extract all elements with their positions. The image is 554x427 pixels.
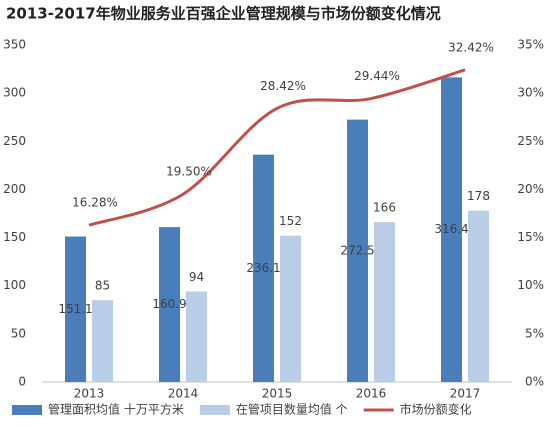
data-label: 166	[373, 201, 396, 215]
y2-tick-label: 30%	[517, 86, 544, 100]
x-tick-label: 2015	[262, 387, 293, 401]
y2-tick-label: 15%	[517, 230, 544, 244]
bar	[468, 210, 489, 382]
data-label: 152	[279, 214, 302, 228]
bar	[186, 291, 207, 382]
y-tick-label: 250	[3, 134, 26, 148]
data-label: 85	[95, 279, 110, 293]
y2-tick-label: 10%	[517, 278, 544, 292]
y2-tick-label: 25%	[517, 134, 544, 148]
bar	[441, 77, 462, 383]
y2-tick-label: 20%	[517, 182, 544, 196]
legend-label: 管理面积均值 十万平方米	[48, 402, 184, 417]
data-label: 16.28%	[72, 196, 118, 210]
data-label: 272.5	[340, 243, 374, 257]
y2-tick-label: 35%	[517, 38, 544, 52]
legend-swatch	[199, 405, 230, 415]
data-label: 316.4	[434, 222, 468, 236]
bar	[65, 236, 86, 382]
y-tick-label: 150	[3, 230, 26, 244]
y-tick-label: 50	[11, 326, 26, 340]
x-tick-label: 2017	[450, 387, 481, 401]
data-label: 236.1	[246, 261, 280, 275]
bar	[253, 154, 274, 382]
y-tick-label: 0	[18, 375, 26, 389]
bar	[92, 300, 113, 382]
legend-label: 市场份额变化	[400, 402, 472, 417]
bar	[280, 235, 301, 382]
data-label: 151.1	[58, 302, 92, 316]
y-tick-label: 200	[3, 182, 26, 196]
x-tick-label: 2016	[356, 387, 387, 401]
data-label: 29.44%	[354, 69, 400, 83]
x-tick-label: 2014	[168, 387, 199, 401]
x-tick-label: 2013	[74, 387, 105, 401]
legend-swatch	[12, 405, 42, 415]
y-tick-label: 100	[3, 278, 26, 292]
data-label: 94	[189, 270, 204, 284]
bar	[374, 222, 395, 382]
line	[88, 68, 466, 227]
y2-tick-label: 0%	[525, 375, 544, 389]
data-label: 28.42%	[260, 79, 306, 93]
data-label: 178	[467, 189, 490, 203]
y-tick-label: 300	[3, 86, 26, 100]
data-label: 160.9	[152, 297, 186, 311]
bar	[347, 119, 368, 382]
bar	[159, 227, 180, 382]
data-label: 32.42%	[448, 40, 494, 54]
legend-label: 在管项目数量均值 个	[236, 402, 348, 417]
data-label: 19.50%	[166, 165, 212, 179]
chart-title: 2013-2017年物业服务业百强企业管理规模与市场份额变化情况	[6, 5, 441, 23]
y2-tick-label: 5%	[525, 326, 544, 340]
y-tick-label: 350	[3, 38, 26, 52]
